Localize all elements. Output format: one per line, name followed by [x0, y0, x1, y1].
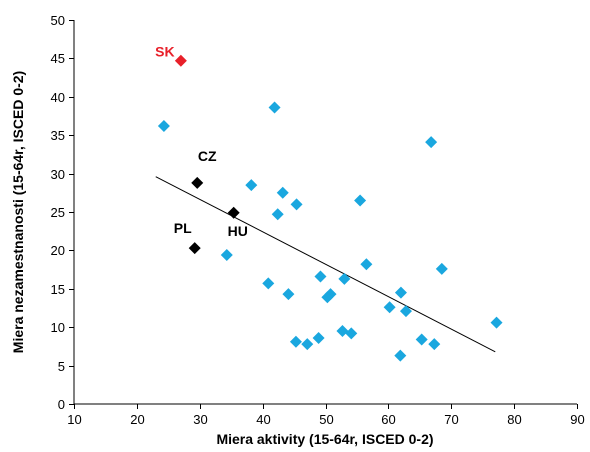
- y-axis-ticks: 0 5 10 15 20 25 30 35 40 45 50: [51, 13, 74, 412]
- trend-line: [155, 176, 496, 353]
- data-point: [321, 291, 334, 304]
- data-point: [290, 198, 303, 211]
- y-tick-label: 10: [51, 320, 65, 335]
- y-tick-label: 45: [51, 51, 65, 66]
- data-point: [336, 325, 349, 338]
- y-tick-label: 0: [58, 397, 65, 412]
- data-point-hu: [227, 206, 240, 219]
- x-axis-ticks: 10 20 30 40 50 60 70 80 90: [67, 404, 585, 427]
- x-tick-label: 80: [507, 412, 521, 427]
- x-tick-label: 70: [444, 412, 458, 427]
- data-point: [345, 327, 358, 340]
- data-point: [262, 277, 275, 290]
- y-axis-title: Miera nezamestnanosti (15-64r, ISCED 0-2…: [10, 71, 26, 353]
- point-label-pl: PL: [174, 220, 192, 236]
- x-tick-label: 90: [570, 412, 584, 427]
- data-point: [399, 305, 412, 318]
- y-tick-label: 35: [51, 128, 65, 143]
- data-point: [360, 258, 373, 271]
- data-points: [157, 54, 503, 362]
- y-tick-label: 20: [51, 243, 65, 258]
- data-point: [428, 338, 441, 351]
- data-point: [490, 316, 503, 329]
- x-tick-label: 60: [381, 412, 395, 427]
- data-point: [435, 262, 448, 275]
- y-tick-label: 40: [51, 90, 65, 105]
- data-point: [394, 349, 407, 362]
- data-point-pl: [188, 242, 201, 255]
- data-point: [220, 249, 233, 262]
- point-label-sk: SK: [155, 44, 174, 60]
- data-point: [268, 101, 281, 114]
- data-point: [383, 301, 396, 314]
- data-point: [425, 136, 438, 149]
- data-point: [276, 186, 289, 199]
- x-tick-label: 20: [130, 412, 144, 427]
- x-tick-label: 50: [319, 412, 333, 427]
- y-tick-label: 5: [58, 359, 65, 374]
- data-point-cz: [191, 176, 204, 189]
- y-tick-label: 25: [51, 205, 65, 220]
- data-point: [314, 270, 327, 283]
- y-tick-label: 30: [51, 167, 65, 182]
- data-point: [354, 194, 367, 207]
- data-point: [282, 288, 295, 301]
- y-tick-label: 15: [51, 282, 65, 297]
- x-tick-label: 30: [193, 412, 207, 427]
- data-point: [271, 208, 284, 221]
- data-point: [394, 286, 407, 299]
- x-tick-label: 10: [67, 412, 81, 427]
- data-point: [245, 179, 258, 192]
- data-point: [289, 335, 302, 348]
- data-point-sk: [174, 54, 187, 67]
- data-point: [338, 272, 351, 285]
- y-tick-label: 50: [51, 13, 65, 28]
- data-point: [301, 338, 314, 351]
- point-label-hu: HU: [228, 223, 248, 239]
- x-axis-title: Miera aktivity (15-64r, ISCED 0-2): [216, 431, 433, 447]
- x-tick-label: 40: [256, 412, 270, 427]
- data-point: [415, 333, 428, 346]
- point-label-cz: CZ: [198, 148, 217, 164]
- data-point-labels: CZ HU PL SK: [155, 44, 248, 239]
- data-point: [157, 119, 170, 132]
- data-point: [312, 331, 325, 344]
